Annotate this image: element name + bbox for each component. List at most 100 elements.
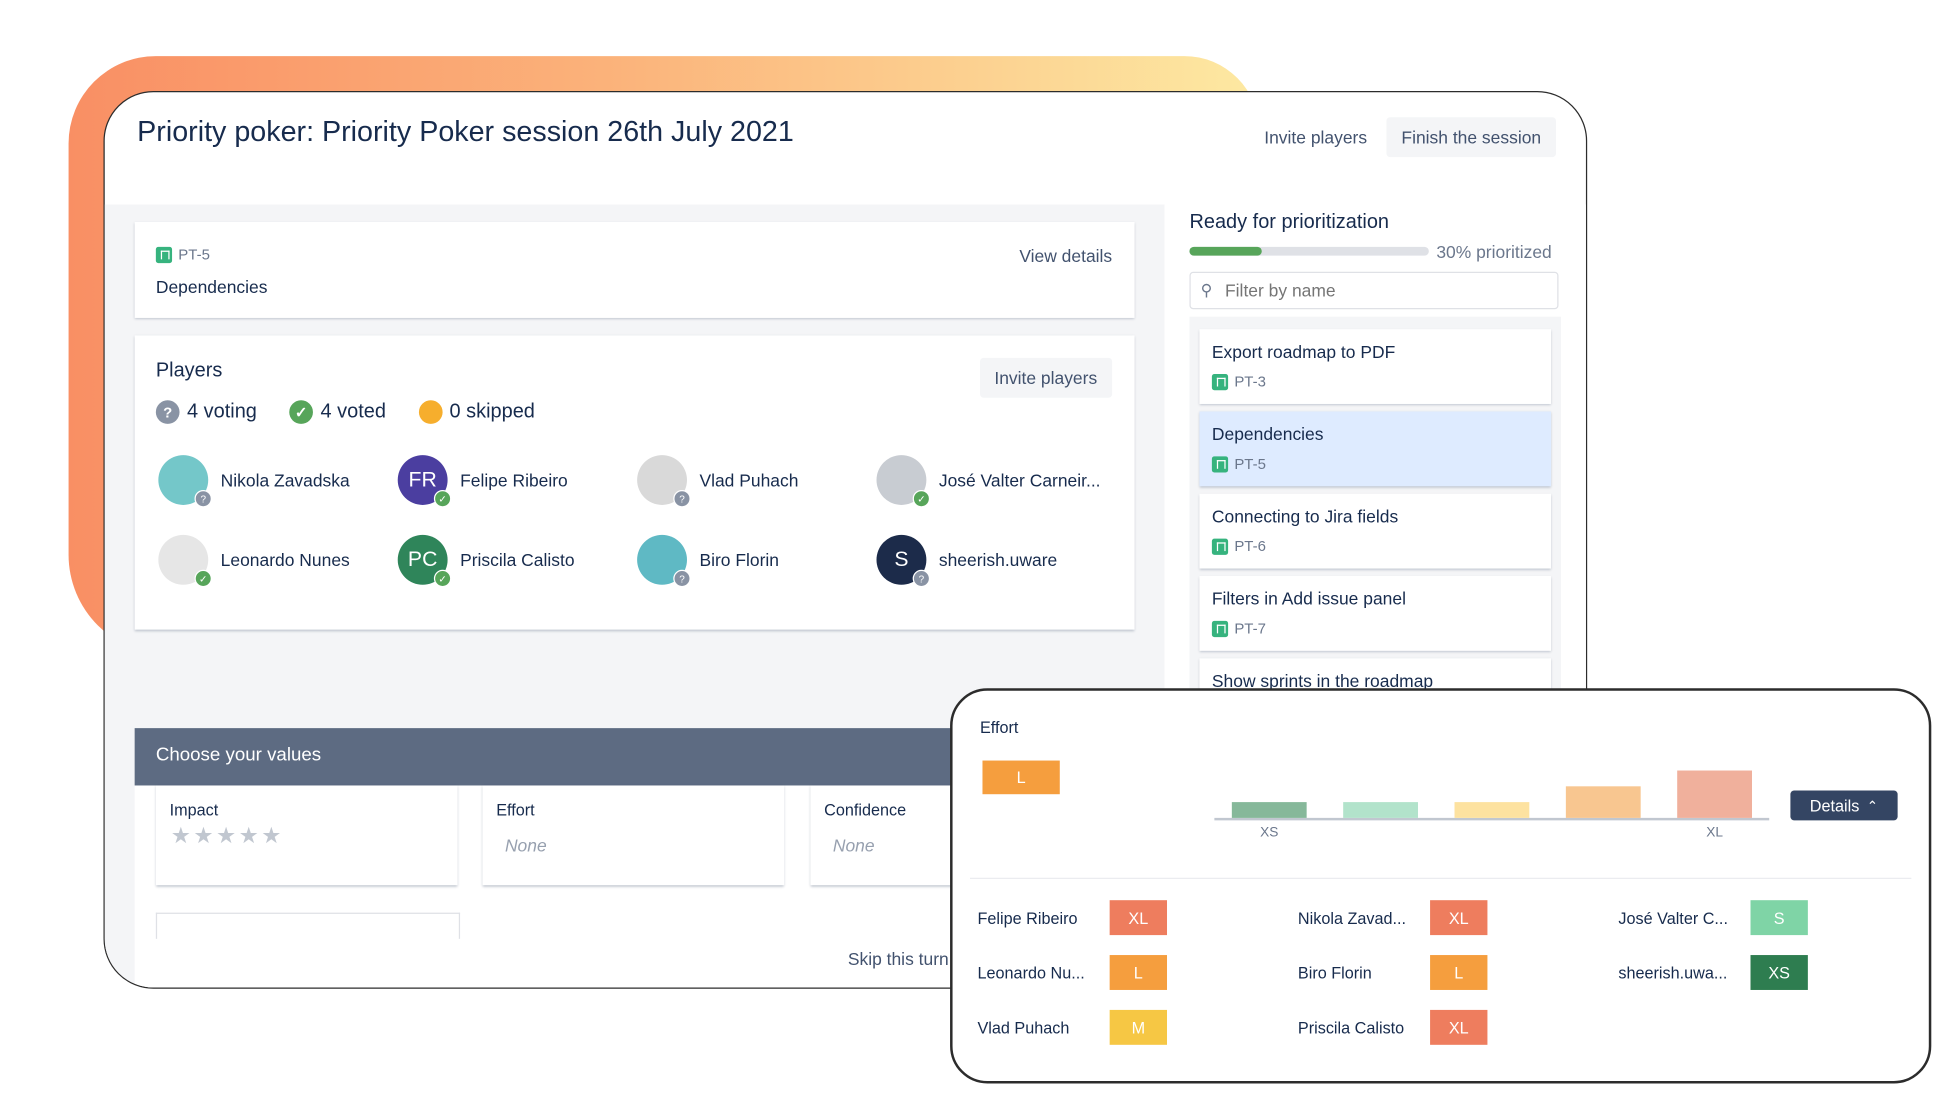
player-item: FR ✓ Felipe Ribeiro xyxy=(397,455,568,508)
queue-item-name: Connecting to Jira fields xyxy=(1211,506,1399,527)
player-item: PC ✓ Priscila Calisto xyxy=(397,534,575,588)
queue-item[interactable]: Export roadmap to PDF PT-3 xyxy=(1199,329,1552,404)
question-icon: ? xyxy=(194,489,212,508)
avatar-initials: FR xyxy=(408,467,437,492)
voter-name: sheerish.uwa... xyxy=(1618,963,1728,983)
star-icon[interactable]: ★ xyxy=(193,822,217,848)
chevron-up-icon: ⌃ xyxy=(1866,798,1879,814)
story-icon xyxy=(155,246,173,263)
effort-value: None xyxy=(504,835,547,856)
player-item: ? Vlad Puhach xyxy=(637,455,799,508)
effort-label: Effort xyxy=(496,800,535,820)
details-toggle-button[interactable]: Details ⌃ xyxy=(1790,790,1898,821)
question-icon: ? xyxy=(912,569,931,588)
avatar: PC ✓ xyxy=(397,534,452,588)
vote-chip: S xyxy=(1750,900,1808,936)
choose-values-header: Choose your values xyxy=(134,728,1008,786)
choose-values-panel: Impact ★★★★★ Effort None Confidence None… xyxy=(134,785,1113,988)
queue-item-name: Filters in Add issue panel xyxy=(1211,588,1406,609)
check-icon: ✓ xyxy=(433,569,452,588)
stat-0: ? 4 voting xyxy=(155,400,257,424)
results-title: Effort xyxy=(979,718,1019,737)
queue-item-name: Show sprints in the roadmap xyxy=(1211,670,1434,691)
question-icon: ? xyxy=(155,400,180,424)
confidence-value: None xyxy=(832,835,875,856)
bar-L xyxy=(1565,786,1641,818)
voter-name: Leonardo Nu... xyxy=(977,963,1085,983)
star-icon[interactable]: ★ xyxy=(216,822,239,848)
stat-2: 0 skipped xyxy=(418,400,535,424)
queue-item-name: Export roadmap to PDF xyxy=(1211,341,1396,362)
player-name: Priscila Calisto xyxy=(460,549,575,570)
story-icon xyxy=(1211,373,1229,390)
vote-stats: ? 4 voting ✓ 4 voted 0 skipped xyxy=(155,400,535,424)
check-icon: ✓ xyxy=(912,489,931,508)
current-issue-card: PT-5 Dependencies View details xyxy=(134,221,1135,318)
player-name: Vlad Puhach xyxy=(699,470,799,490)
check-icon: ✓ xyxy=(194,569,212,588)
voter-name: Priscila Calisto xyxy=(1297,1018,1405,1038)
story-icon xyxy=(1211,537,1229,555)
invite-players-button[interactable]: Invite players xyxy=(1264,127,1368,148)
queue-item[interactable]: Connecting to Jira fields PT-6 xyxy=(1199,493,1552,569)
player-item: S ? sheerish.uware xyxy=(876,534,1057,588)
players-card: Players Invite players ? 4 voting ✓ 4 voted… xyxy=(134,335,1135,630)
player-name: Biro Florin xyxy=(699,549,779,570)
players-title: Players xyxy=(155,360,223,382)
star-icon[interactable]: ★ xyxy=(261,822,284,848)
star-icon[interactable]: ★ xyxy=(238,822,262,848)
queue-item-key: PT-5 xyxy=(1234,455,1266,473)
extra-field[interactable] xyxy=(155,912,461,939)
queue-item-key: PT-3 xyxy=(1234,372,1266,391)
vote-chip: L xyxy=(1109,955,1168,990)
avatar: S ? xyxy=(876,534,931,588)
issue-name: Dependencies xyxy=(155,276,268,297)
filter-input-wrap: ⚲ xyxy=(1189,271,1559,310)
impact-label: Impact xyxy=(169,800,219,820)
confidence-label: Confidence xyxy=(824,800,907,820)
queue-item-name: Dependencies xyxy=(1211,423,1324,444)
queue-item[interactable]: Dependencies PT-5 xyxy=(1199,411,1552,487)
bar-S xyxy=(1343,802,1418,818)
star-rating[interactable]: ★★★★★ xyxy=(171,823,284,849)
queue-item-key: PT-7 xyxy=(1234,619,1266,638)
player-name: Nikola Zavadska xyxy=(220,470,350,490)
skip-turn-button[interactable]: Skip this turn xyxy=(847,948,949,969)
vote-chip: XL xyxy=(1430,1009,1488,1045)
progress-label: 30% prioritized xyxy=(1436,241,1552,262)
effort-results-popup: Effort L XS XL Details ⌃ Felipe Ribeiro XL… xyxy=(950,688,1932,1084)
check-icon: ✓ xyxy=(433,489,452,508)
choose-values-title: Choose your values xyxy=(155,744,322,766)
view-details-link[interactable]: View details xyxy=(1019,245,1113,266)
search-icon: ⚲ xyxy=(1200,280,1213,300)
avatar: ? xyxy=(158,455,212,508)
avatar: ? xyxy=(637,534,691,588)
filter-input[interactable] xyxy=(1222,279,1540,302)
player-item: ? Biro Florin xyxy=(637,534,779,588)
sidebar-title: Ready for prioritization xyxy=(1189,211,1390,234)
vote-chip: XS xyxy=(1750,955,1808,990)
stat-label: 4 voting xyxy=(187,400,257,423)
vote-chip: M xyxy=(1109,1009,1168,1045)
progress-fill xyxy=(1189,246,1262,256)
question-icon: ? xyxy=(673,569,691,588)
star-icon[interactable]: ★ xyxy=(170,822,194,848)
stat-label: 0 skipped xyxy=(449,400,535,423)
avatar-initials: PC xyxy=(407,547,438,572)
vote-chip: XL xyxy=(1430,900,1488,936)
effort-field[interactable]: Effort None xyxy=(482,785,785,886)
voter-name: Nikola Zavad... xyxy=(1297,908,1407,928)
vote-chip: L xyxy=(1430,955,1488,990)
voter-name: Vlad Puhach xyxy=(977,1018,1070,1038)
queue-item-key: PT-6 xyxy=(1234,537,1266,555)
voter-name: José Valter C... xyxy=(1618,908,1728,928)
queue-item[interactable]: Filters in Add issue panel PT-7 xyxy=(1199,576,1552,651)
avatar-initials: S xyxy=(894,547,909,572)
players-invite-button[interactable]: Invite players xyxy=(979,357,1113,398)
bar-M xyxy=(1454,802,1530,818)
details-label: Details xyxy=(1809,796,1860,815)
stat-1: ✓ 4 voted xyxy=(289,400,386,424)
effort-distribution-chart: XS XL xyxy=(1214,770,1770,840)
finish-session-button[interactable]: Finish the session xyxy=(1386,117,1557,158)
impact-field[interactable]: Impact ★★★★★ xyxy=(155,785,458,886)
